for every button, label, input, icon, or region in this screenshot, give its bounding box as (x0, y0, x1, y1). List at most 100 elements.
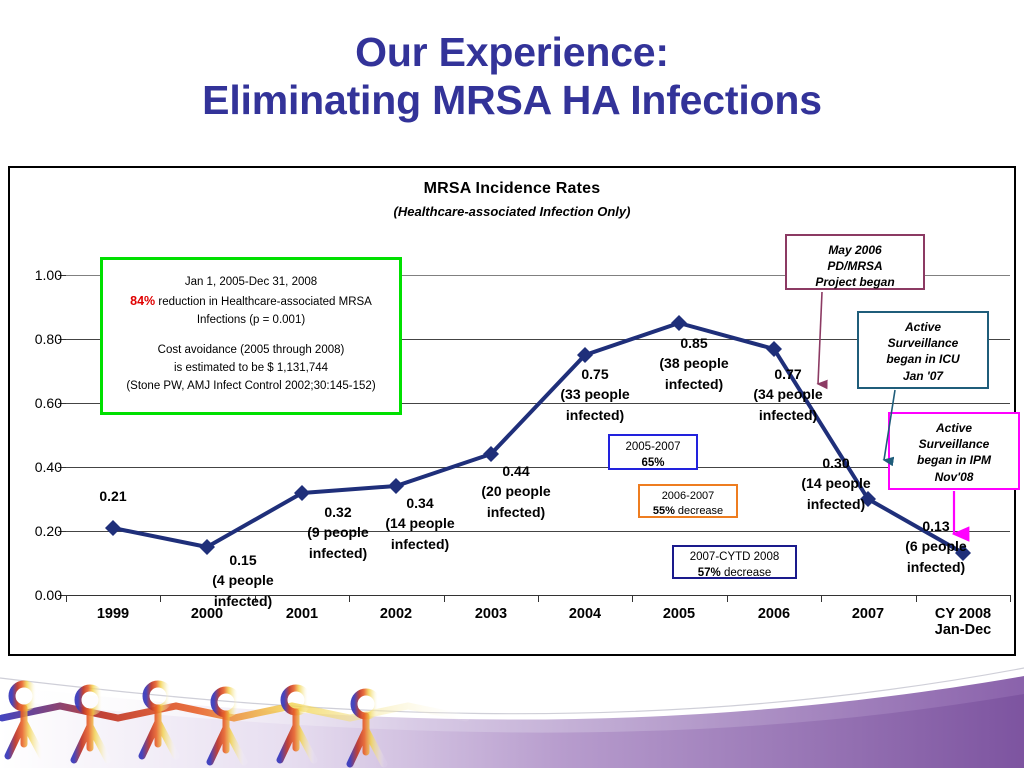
xtick-mark-10 (1010, 595, 1011, 602)
point-label-cy2008: 0.13 (6 people infected) (871, 516, 1001, 577)
icu-line-4: Jan '07 (902, 368, 944, 383)
reduction-line-1: Jan 1, 2005-Dec 31, 2008 (184, 276, 318, 288)
stat-0607-suffix: decrease (674, 504, 724, 517)
point-people-2007-b: infected) (806, 495, 866, 512)
gridline-0.40 (66, 467, 1010, 468)
point-people-2001-b: infected) (308, 544, 368, 561)
point-people-cy2008-b: infected) (906, 558, 966, 575)
point-value-2003: 0.44 (502, 463, 530, 479)
plot-area: 1.00 0.80 0.60 0.40 0.20 0.00 1999 2000 … (35, 267, 1011, 638)
point-people-2003-b: infected) (486, 503, 546, 520)
xtick-mark-6 (632, 595, 633, 602)
reduction-line-5: is estimated to be $ 1,131,744 (173, 362, 329, 375)
point-people-2006-a: (34 people (753, 386, 823, 403)
stat-0507-period: 2005-2007 (625, 441, 681, 453)
point-people-2006-b: infected) (758, 406, 818, 423)
point-people-2003-a: (20 people (481, 483, 551, 500)
ytick-mark-1.00 (58, 275, 66, 276)
point-people-2005-a: (38 people (659, 355, 729, 372)
point-people-2007-a: (14 people (801, 475, 871, 492)
xtick-label-cy2008: CY 2008 Jan-Dec (908, 606, 1018, 638)
point-people-2002-b: infected) (390, 535, 450, 552)
xtick-label-2004: 2004 (568, 606, 602, 622)
reduction-line-6: (Stone PW, AMJ Infect Control 2002;30:14… (126, 380, 376, 393)
page-title-line-2: Eliminating MRSA HA Infections (202, 77, 822, 124)
xtick-label-cy2008-main: CY 2008 (934, 606, 992, 622)
stat-07cytd-suffix: decrease (720, 566, 772, 579)
xtick-label-1999: 1999 (96, 606, 130, 622)
point-value-2005: 0.85 (680, 335, 708, 351)
may2006-line-1: May 2006 (828, 243, 882, 257)
xtick-label-2000: 2000 (190, 606, 224, 622)
annotation-box-ipm-surveillance: Active Surveillance began in IPM Nov'08 (888, 412, 1020, 490)
xtick-mark-1 (160, 595, 161, 602)
ytick-mark-0.80 (58, 339, 66, 340)
icu-line-1: Active (904, 320, 942, 334)
stat-0507-value: 65% (641, 457, 665, 470)
icu-line-2: Surveillance (887, 336, 959, 351)
point-people-2000-b: infected) (213, 592, 273, 609)
chart-title: MRSA Incidence Rates (423, 180, 601, 197)
point-people-2005-b: infected) (664, 375, 724, 392)
gridline-1.00 (66, 275, 1010, 276)
annotation-box-icu-surveillance: Active Surveillance began in ICU Jan '07 (857, 311, 989, 389)
point-label-2003: 0.44 (20 people infected) (451, 461, 581, 522)
stat-0607-value: 55% (652, 504, 675, 517)
xtick-mark-0 (66, 595, 67, 602)
ipm-line-1: Active (935, 421, 973, 435)
may2006-line-2: PD/MRSA (827, 259, 883, 274)
reduction-line-2: reduction in Healthcare-associated MRSA (158, 295, 372, 308)
xtick-mark-4 (444, 595, 445, 602)
point-people-2000-a: (4 people (212, 572, 274, 589)
line-series (105, 315, 971, 561)
point-label-1999: 0.21 (48, 486, 178, 506)
xtick-label-2003: 2003 (474, 606, 508, 622)
point-label-2001: 0.32 (9 people infected) (273, 502, 403, 563)
reduction-line-3: Infections (p = 0.001) (196, 313, 306, 326)
stat-box-2007-cytd-2008: 2007-CYTD 2008 57% decrease (672, 545, 797, 579)
annotation-box-may-2006: May 2006 PD/MRSA Project began (785, 234, 925, 290)
point-value-1999: 0.21 (99, 488, 127, 504)
xtick-mark-5 (538, 595, 539, 602)
ytick-label-0.40: 0.40 (34, 459, 62, 475)
point-value-2004: 0.75 (581, 366, 609, 382)
ipm-line-4: Nov'08 (934, 469, 974, 484)
ytick-label-0.20: 0.20 (34, 523, 62, 539)
may2006-line-3: Project began (815, 275, 895, 290)
point-value-2006: 0.77 (774, 366, 802, 382)
page-title-line-1: Our Experience: (355, 29, 669, 75)
point-value-2001: 0.32 (324, 504, 352, 520)
footer-banner: Incidence Rate = # cases / patient days … (0, 660, 1024, 768)
ytick-mark-0.00 (58, 595, 66, 596)
xtick-mark-8 (821, 595, 822, 602)
stat-07cytd-period: 2007-CYTD 2008 (689, 551, 780, 563)
ytick-mark-0.20 (58, 531, 66, 532)
page-title: Our Experience: Eliminating MRSA HA Infe… (0, 28, 1024, 125)
stat-box-2006-2007: 2006-2007 55% decrease (638, 484, 738, 518)
point-label-2002: 0.34 (14 people infected) (355, 493, 485, 554)
stat-box-2005-2007: 2005-2007 65% (608, 434, 698, 470)
xtick-mark-7 (727, 595, 728, 602)
xtick-mark-2 (255, 595, 256, 602)
point-value-2002: 0.34 (406, 495, 434, 511)
xtick-mark-3 (349, 595, 350, 602)
point-people-2004-a: (33 people (560, 386, 630, 403)
ytick-label-0.00: 0.00 (34, 587, 62, 603)
xtick-label-2002: 2002 (379, 606, 413, 622)
xtick-label-2007: 2007 (851, 606, 885, 622)
point-label-2006: 0.77 (34 people infected) (723, 364, 853, 425)
point-people-2002-a: (14 people (385, 515, 455, 532)
point-people-cy2008-a: (6 people (905, 538, 967, 555)
xtick-label-cy2008-sub: Jan-Dec (934, 622, 992, 638)
ytick-mark-0.40 (58, 467, 66, 468)
ytick-label-0.80: 0.80 (34, 331, 62, 347)
banner-graphic (0, 660, 1024, 768)
chart-subtitle: (Healthcare-associated Infection Only) (393, 204, 631, 219)
point-people-2004-b: infected) (565, 406, 625, 423)
xtick-label-2005: 2005 (662, 606, 696, 622)
stat-0607-period: 2006-2007 (661, 490, 715, 502)
gridline-0.20 (66, 531, 1010, 532)
point-label-2004: 0.75 (33 people infected) (530, 364, 660, 425)
point-value-cy2008: 0.13 (922, 518, 950, 534)
ipm-line-3: began in IPM (916, 453, 991, 468)
